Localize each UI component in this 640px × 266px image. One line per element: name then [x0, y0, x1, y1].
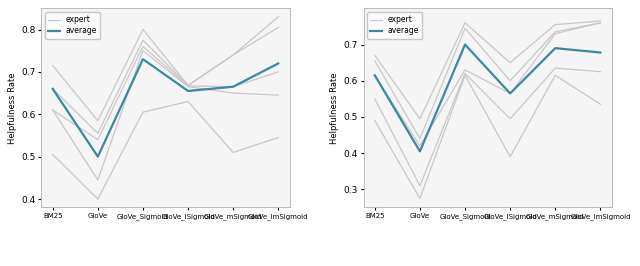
average [416, 150, 424, 153]
Line: average: average [52, 59, 278, 157]
average [371, 74, 379, 77]
expert [552, 74, 559, 77]
expert [596, 103, 604, 106]
Y-axis label: Helpfulness Rate: Helpfulness Rate [330, 72, 339, 144]
average [506, 92, 514, 95]
Legend: expert, average: expert, average [45, 12, 100, 39]
expert [506, 155, 514, 158]
average [184, 89, 192, 93]
average [596, 51, 604, 54]
expert [229, 151, 237, 154]
expert [416, 197, 424, 200]
average [49, 87, 56, 90]
average [552, 47, 559, 50]
average [139, 57, 147, 61]
Legend: expert, average: expert, average [367, 12, 422, 39]
expert [49, 153, 56, 156]
expert [275, 136, 282, 139]
Line: expert: expert [375, 75, 600, 198]
Line: average: average [375, 44, 600, 151]
expert [94, 197, 102, 201]
expert [461, 74, 469, 77]
average [94, 155, 102, 158]
average [275, 62, 282, 65]
average [229, 85, 237, 88]
expert [371, 119, 379, 122]
expert [139, 111, 147, 114]
Line: expert: expert [52, 102, 278, 199]
Y-axis label: Helpfulness Rate: Helpfulness Rate [8, 72, 17, 144]
expert [184, 100, 192, 103]
average [461, 43, 469, 46]
